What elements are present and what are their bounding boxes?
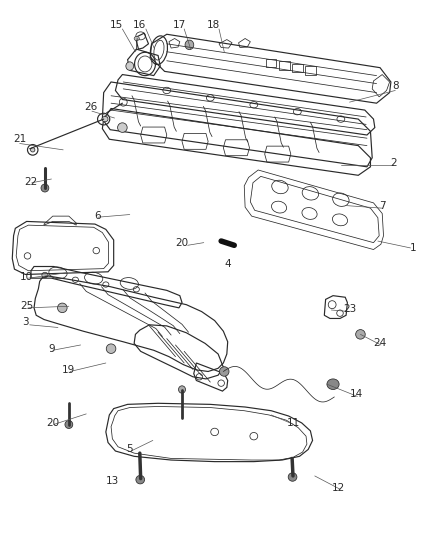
Text: 2: 2: [390, 158, 396, 168]
Ellipse shape: [134, 36, 139, 41]
Text: 7: 7: [379, 200, 385, 211]
Text: 25: 25: [20, 301, 33, 311]
Ellipse shape: [106, 344, 116, 353]
Text: 6: 6: [94, 211, 100, 221]
Ellipse shape: [219, 367, 229, 376]
Text: 12: 12: [332, 482, 345, 492]
Text: 3: 3: [22, 317, 28, 327]
Ellipse shape: [136, 475, 145, 484]
Text: 8: 8: [392, 81, 399, 91]
Text: 26: 26: [84, 102, 97, 112]
Text: 20: 20: [176, 238, 189, 248]
Text: 14: 14: [350, 389, 363, 399]
Text: 16: 16: [133, 20, 146, 30]
Text: 22: 22: [25, 176, 38, 187]
Ellipse shape: [31, 148, 35, 152]
Text: 4: 4: [224, 259, 231, 269]
Text: 18: 18: [207, 20, 220, 30]
Text: 9: 9: [48, 344, 55, 354]
Ellipse shape: [185, 40, 194, 50]
Ellipse shape: [288, 473, 297, 481]
Ellipse shape: [327, 379, 339, 390]
Text: 5: 5: [127, 445, 133, 455]
Text: 17: 17: [172, 20, 186, 30]
Text: 13: 13: [106, 477, 119, 486]
Text: 24: 24: [374, 338, 387, 349]
Text: 19: 19: [62, 365, 75, 375]
Ellipse shape: [102, 116, 108, 122]
Ellipse shape: [179, 386, 185, 393]
Text: 15: 15: [110, 20, 124, 30]
Ellipse shape: [41, 184, 49, 192]
Ellipse shape: [356, 329, 365, 339]
Ellipse shape: [65, 421, 73, 429]
Text: 21: 21: [13, 134, 26, 144]
Text: 10: 10: [20, 272, 33, 282]
Text: 23: 23: [343, 304, 356, 314]
Text: 20: 20: [46, 418, 59, 428]
Ellipse shape: [57, 303, 67, 313]
Ellipse shape: [117, 123, 127, 132]
Ellipse shape: [126, 62, 134, 70]
Text: 1: 1: [410, 243, 416, 253]
Text: 11: 11: [286, 418, 300, 428]
